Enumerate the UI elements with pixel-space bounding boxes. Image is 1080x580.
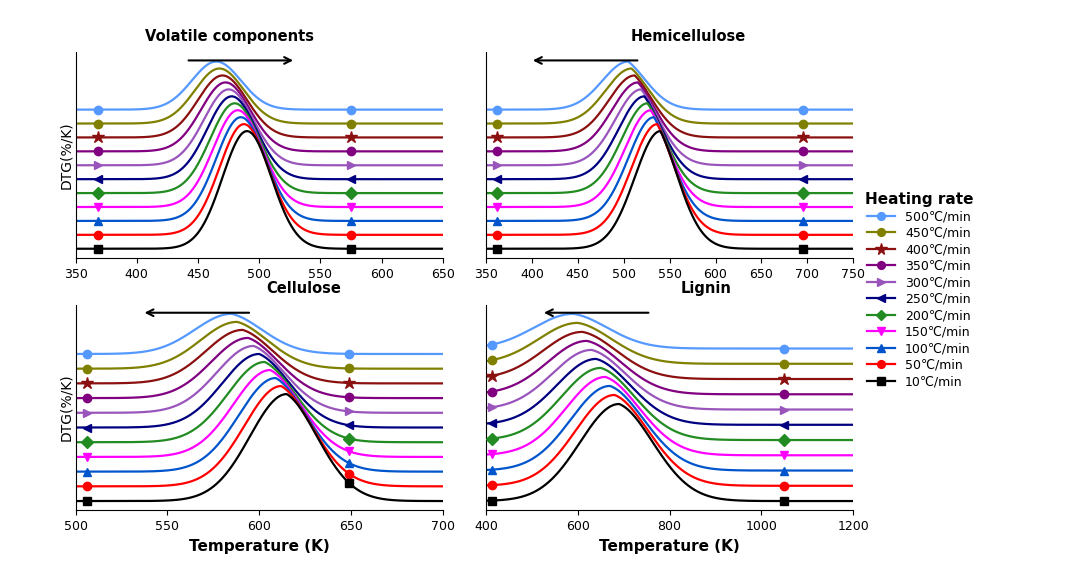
Y-axis label: DTG(%/K): DTG(%/K)	[58, 374, 72, 441]
X-axis label: Temperature (K): Temperature (K)	[599, 539, 740, 554]
X-axis label: Temperature (K): Temperature (K)	[189, 539, 329, 554]
Text: Lignin: Lignin	[680, 281, 732, 296]
Legend: 500℃/min, 450℃/min, 400℃/min, 350℃/min, 300℃/min, 250℃/min, 200℃/min, 150℃/min, : 500℃/min, 450℃/min, 400℃/min, 350℃/min, …	[865, 192, 973, 388]
Text: Cellulose: Cellulose	[266, 281, 340, 296]
Text: Volatile components: Volatile components	[146, 29, 314, 44]
Text: Hemicellulose: Hemicellulose	[631, 29, 745, 44]
Y-axis label: DTG(%/K): DTG(%/K)	[58, 121, 72, 189]
